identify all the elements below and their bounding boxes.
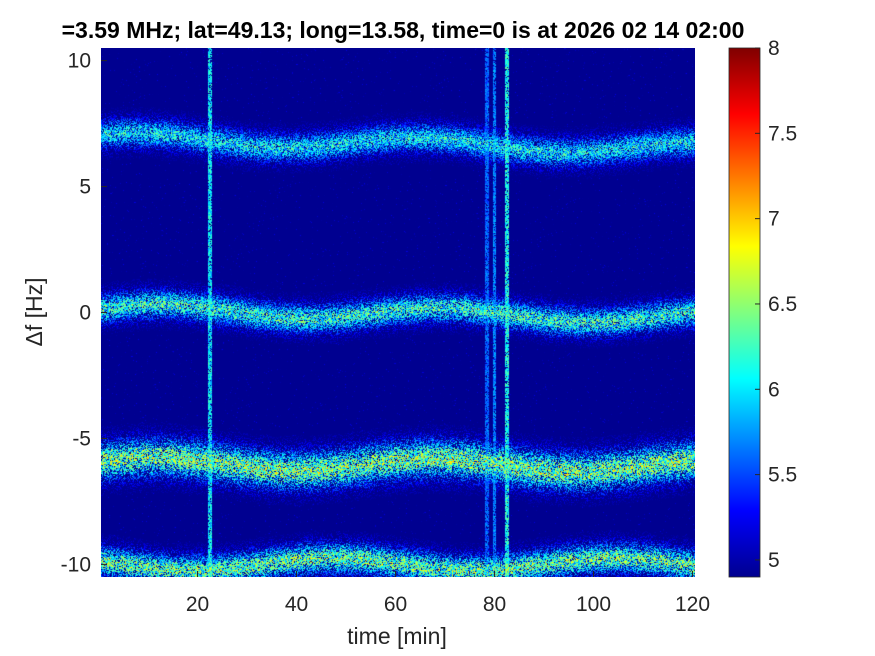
x-tick-label: 60	[384, 593, 407, 616]
x-tick-label: 80	[483, 593, 506, 616]
x-axis-label: time [min]	[347, 623, 447, 649]
colorbar-ticks: 5 5.5 6 6.5 7 7.5 8	[755, 37, 797, 572]
y-tick-label: -5	[72, 427, 91, 450]
x-tick-label: 40	[285, 593, 308, 616]
colorbar-tick-label: 8	[768, 37, 780, 60]
colorbar-tick-label: 6.5	[768, 293, 797, 316]
y-tick-label: 0	[79, 302, 91, 325]
colorbar-tick-label: 6	[768, 378, 780, 401]
x-tick-label: 100	[576, 593, 611, 616]
chart-title: =3.59 MHz; lat=49.13; long=13.58, time=0…	[62, 17, 745, 43]
y-tick-label: 10	[68, 50, 91, 73]
plot-area	[101, 48, 695, 577]
y-tick-label: -10	[61, 553, 91, 576]
y-axis: -10 -5 0 5 10	[61, 50, 107, 576]
colorbar-tick-label: 7	[768, 208, 780, 231]
colorbar-tick-label: 5	[768, 549, 780, 572]
y-tick-label: 5	[79, 176, 91, 199]
y-axis-label: Δf [Hz]	[21, 277, 47, 346]
x-tick-label: 120	[675, 593, 710, 616]
x-axis: 20 40 60 80 100 120	[186, 571, 710, 616]
spectrogram-image	[101, 48, 695, 577]
colorbar-tick-label: 7.5	[768, 122, 797, 145]
colorbar	[728, 47, 761, 578]
colorbar-tick-label: 5.5	[768, 464, 797, 487]
x-tick-label: 20	[186, 593, 209, 616]
